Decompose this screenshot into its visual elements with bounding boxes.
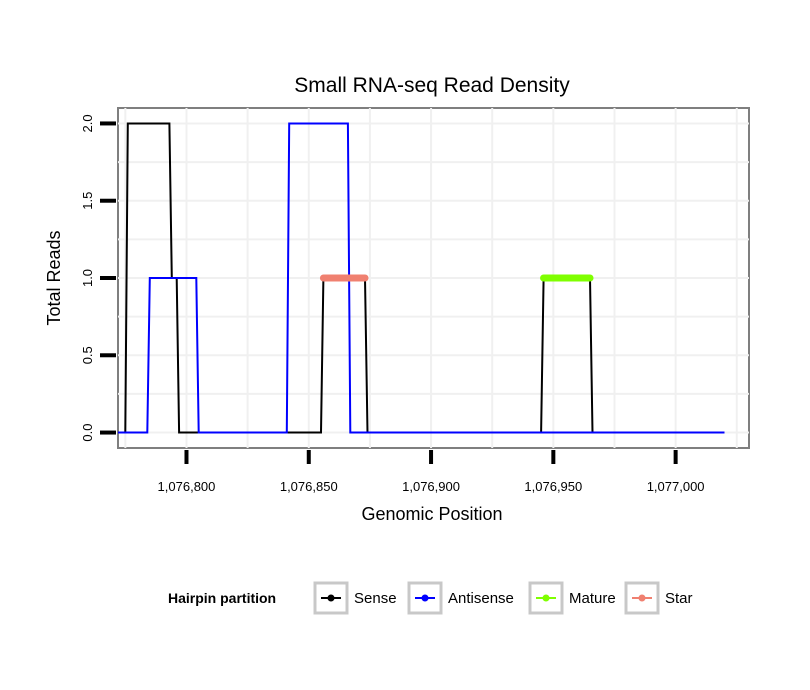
y-tick-label: 1.5 [80,192,95,210]
legend-label: Star [665,590,693,607]
y-axis-title: Total Reads [44,230,64,325]
x-axis-title: Genomic Position [361,504,502,524]
legend-label: Mature [569,590,616,607]
x-tick-label: 1,076,850 [280,479,338,494]
chart-title: Small RNA-seq Read Density [294,74,570,97]
y-tick-label: 0.5 [80,346,95,364]
legend-item-star: Star [624,581,693,615]
series-layer [118,122,725,434]
x-tick-label: 1,076,900 [402,479,460,494]
legend-key-dot [638,594,646,602]
legend-key-dot [542,594,550,602]
legend-title: Hairpin partition [168,590,276,606]
legend-key-dot [327,594,335,602]
legend-item-mature: Mature [528,581,616,615]
legend: Hairpin partition Sense Antisense Mature St… [168,581,693,615]
y-tick-label: 1.0 [80,269,95,287]
x-tick-label: 1,076,800 [158,479,216,494]
legend-key-dot [421,594,429,602]
series-line-antisense [118,122,725,434]
x-tick-label: 1,077,000 [647,479,705,494]
legend-label: Antisense [448,590,514,607]
grid-lines [118,108,749,448]
x-tick-label: 1,076,950 [524,479,582,494]
legend-item-antisense: Antisense [407,581,514,615]
y-tick-label: 0.0 [80,424,95,442]
legend-item-sense: Sense [313,581,397,615]
legend-label: Sense [354,590,397,607]
y-tick-label: 2.0 [80,114,95,132]
axis-layer: 1,076,800 1,076,850 1,076,900 1,076,950 1,07… [80,114,705,494]
